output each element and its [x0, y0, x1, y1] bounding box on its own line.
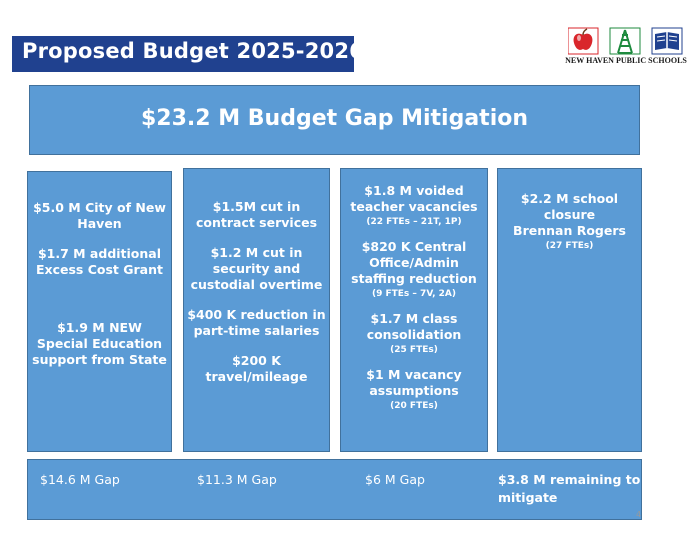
col1-line: Haven [77, 216, 122, 231]
logo-icons [568, 27, 683, 55]
col3-line: teacher vacancies [350, 199, 478, 214]
col1-line: Special Education [36, 336, 163, 351]
col3-sub: (20 FTEs) [390, 401, 438, 411]
col3-sub: (9 FTEs – 7V, 2A) [371, 289, 457, 299]
col3-sub: (22 FTEs – 21T, 1P) [366, 217, 462, 227]
mitigation-column-4: $2.2 M school closure Brennan Rogers (27… [497, 168, 642, 452]
col3-line: consolidation [366, 327, 462, 342]
heading: $23.2 M Budget Gap Mitigation [140, 106, 529, 131]
page-title: Proposed Budget 2025-2026 [22, 39, 364, 63]
column-3-content: $1.8 M voided teacher vacancies (22 FTEs… [343, 183, 485, 413]
col3-line: assumptions [369, 383, 459, 398]
mitigation-column-3: $1.8 M voided teacher vacancies (22 FTEs… [340, 168, 488, 452]
col3-line: staffing reduction [351, 271, 477, 286]
school-logo: NEW HAVEN PUBLIC SCHOOLS [560, 26, 692, 74]
col2-line: custodial overtime [190, 277, 323, 292]
logo-text: NEW HAVEN PUBLIC SCHOOLS [565, 56, 687, 65]
col3-sub: (25 FTEs) [390, 345, 438, 355]
apple-icon [568, 27, 599, 55]
col1-line: $5.0 M City of New [33, 200, 166, 215]
gap-summary-bar: $14.6 M Gap $11.3 M Gap $6 M Gap $3.8 M … [27, 459, 642, 520]
col2-line: part-time salaries [193, 323, 320, 338]
col3-line: $820 K Central [361, 239, 467, 254]
col4-sub: (27 FTEs) [545, 241, 594, 251]
gap-remaining: $3.8 M remaining to mitigate [498, 472, 641, 505]
col4-line: closure [543, 207, 596, 222]
mitigation-column-2: $1.5M cut in contract services $1.2 M cu… [183, 168, 330, 452]
col1-line: Excess Cost Grant [36, 262, 163, 277]
col1-line: support from State [32, 352, 167, 367]
column-4-content: $2.2 M school closure Brennan Rogers (27… [500, 191, 639, 253]
mitigation-column-1: $5.0 M City of New Haven $1.7 M addition… [27, 171, 172, 452]
col2-line: security and [212, 261, 301, 276]
heading-box: $23.2 M Budget Gap Mitigation [29, 85, 640, 155]
col3-line: $1 M vacancy [366, 367, 462, 382]
tower-icon [609, 27, 641, 55]
column-1-content: $5.0 M City of New Haven $1.7 M addition… [30, 200, 169, 368]
col3-line: Office/Admin [369, 255, 459, 270]
col2-line: $200 K [232, 353, 281, 368]
col2-line: travel/mileage [205, 369, 308, 384]
col2-line: $1.5M cut in [212, 199, 301, 214]
gap-value: $11.3 M Gap [197, 472, 277, 487]
column-2-content: $1.5M cut in contract services $1.2 M cu… [186, 199, 327, 385]
col2-line: $400 K reduction in [187, 307, 326, 322]
gap-value: $14.6 M Gap [40, 472, 120, 487]
page-number: 4 [636, 510, 642, 519]
col3-line: $1.7 M class [370, 311, 458, 326]
book-icon [651, 27, 683, 55]
col2-line: contract services [195, 215, 318, 230]
col4-line: $2.2 M school [520, 191, 619, 206]
col1-line: $1.7 M additional [37, 246, 162, 261]
col1-line: $1.9 M NEW [57, 320, 142, 335]
col2-line: $1.2 M cut in [210, 245, 303, 260]
col4-line: Brennan Rogers [513, 223, 626, 238]
col3-line: $1.8 M voided [364, 183, 464, 198]
gap-value: $6 M Gap [365, 472, 425, 487]
title-bar: Proposed Budget 2025-2026 [12, 36, 364, 72]
